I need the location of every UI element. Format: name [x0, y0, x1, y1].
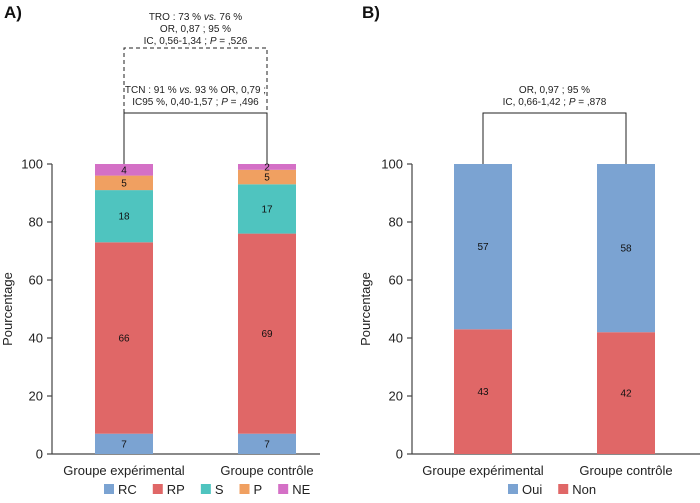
- stat-annotation-line: IC, 0,56-1,34 ; P = ,526: [144, 36, 248, 47]
- bar-value-label: 57: [477, 242, 489, 253]
- x-category-label: Groupe contrôle: [579, 463, 672, 478]
- significance-bracket: [123, 112, 268, 164]
- bar-value-label: 4: [121, 165, 127, 176]
- y-tick-label: 20: [29, 389, 43, 404]
- y-tick-label: 60: [389, 273, 403, 288]
- stat-annotation-line: TCN : 91 % vs. 93 % OR, 0,79 ;: [125, 85, 266, 96]
- y-tick-label: 0: [396, 447, 403, 462]
- legend-swatch-rp: [152, 484, 163, 494]
- bar-value-label: 2: [264, 162, 270, 173]
- x-category-label: Groupe expérimental: [63, 463, 185, 478]
- bar-segment-p: [238, 169, 296, 185]
- bar-segment-p: [95, 175, 153, 191]
- bar-segment-s: [95, 190, 153, 243]
- bar-segment-ne: [95, 164, 153, 176]
- significance-bracket-dashed: [123, 47, 268, 113]
- y-tick-label: 100: [21, 157, 43, 172]
- y-axis-label: Pourcentage: [0, 272, 15, 346]
- bar-value-label: 5: [264, 173, 270, 184]
- y-axis-label: Pourcentage: [358, 272, 373, 346]
- x-category-label: Groupe expérimental: [422, 463, 544, 478]
- legend-label: S: [215, 482, 224, 497]
- legend-label: NE: [292, 482, 310, 497]
- legend-label: RP: [167, 482, 185, 497]
- bar-value-label: 66: [118, 334, 130, 345]
- legend-label: Non: [572, 482, 596, 497]
- legend-label: RC: [118, 482, 137, 497]
- legend-swatch-non: [558, 484, 569, 494]
- bar-segment-s: [238, 184, 296, 234]
- y-tick-label: 60: [29, 273, 43, 288]
- y-tick-label: 0: [36, 447, 43, 462]
- legend-swatch-oui: [508, 484, 518, 494]
- panel-b-chart: B) 0 20 40 60 80 100 Pourcentage 43 57 Groupe expé…: [358, 3, 700, 497]
- stat-annotation-line: TRO : 73 % vs. 76 %: [149, 12, 242, 23]
- y-tick-label: 40: [389, 331, 403, 346]
- bar-value-label: 43: [477, 387, 489, 398]
- bar-segment-rc: [95, 433, 153, 454]
- bar-segment-non: [454, 329, 512, 454]
- bar-value-label: 7: [264, 439, 270, 450]
- legend-label: P: [254, 482, 263, 497]
- stat-annotation-line: IC, 0,66-1,42 ; P = ,878: [503, 97, 607, 108]
- y-tick-label: 40: [29, 331, 43, 346]
- bar-segment-oui: [454, 164, 512, 330]
- stat-annotation-line: OR, 0,97 ; 95 %: [519, 85, 590, 96]
- bar-segment-ne: [238, 164, 296, 170]
- stat-annotation-line: OR, 0,87 ; 95 %: [160, 24, 231, 35]
- bar-value-label: 5: [121, 178, 127, 189]
- bar-value-label: 18: [118, 212, 130, 223]
- y-tick-label: 80: [29, 215, 43, 230]
- legend-swatch-rc: [104, 484, 114, 494]
- stat-annotation-line: IC95 %, 0,40-1,57 ; P = ,496: [132, 97, 259, 108]
- bar-value-label: 58: [620, 244, 632, 255]
- panel-label: A): [4, 3, 22, 22]
- bar-segment-oui: [597, 164, 655, 333]
- y-tick-label: 100: [381, 157, 403, 172]
- bar-value-label: 7: [121, 439, 127, 450]
- bar-segment-rp: [238, 233, 296, 434]
- bar-segment-rp: [95, 242, 153, 434]
- panel-label: B): [362, 3, 380, 22]
- legend-swatch-s: [200, 484, 211, 494]
- y-tick-label: 80: [389, 215, 403, 230]
- legend-label: Oui: [522, 482, 542, 497]
- bar-segment-non: [597, 332, 655, 454]
- significance-bracket: [482, 112, 627, 164]
- panel-a-chart: A) 0 20 40 60 80 100 Pourcentage 7 66 18 5 4 Groupe e…: [0, 3, 320, 497]
- y-tick-label: 20: [389, 389, 403, 404]
- x-category-label: Groupe contrôle: [220, 463, 313, 478]
- bar-value-label: 42: [620, 389, 632, 400]
- bar-value-label: 17: [261, 204, 273, 215]
- legend-swatch-ne: [278, 484, 289, 494]
- bar-value-label: 69: [261, 329, 273, 340]
- legend-swatch-p: [239, 484, 250, 494]
- bar-segment-rc: [238, 433, 296, 454]
